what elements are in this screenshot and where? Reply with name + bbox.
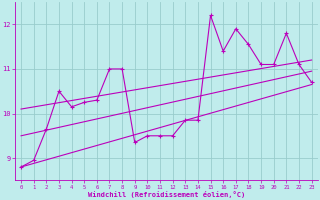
- X-axis label: Windchill (Refroidissement éolien,°C): Windchill (Refroidissement éolien,°C): [88, 191, 245, 198]
